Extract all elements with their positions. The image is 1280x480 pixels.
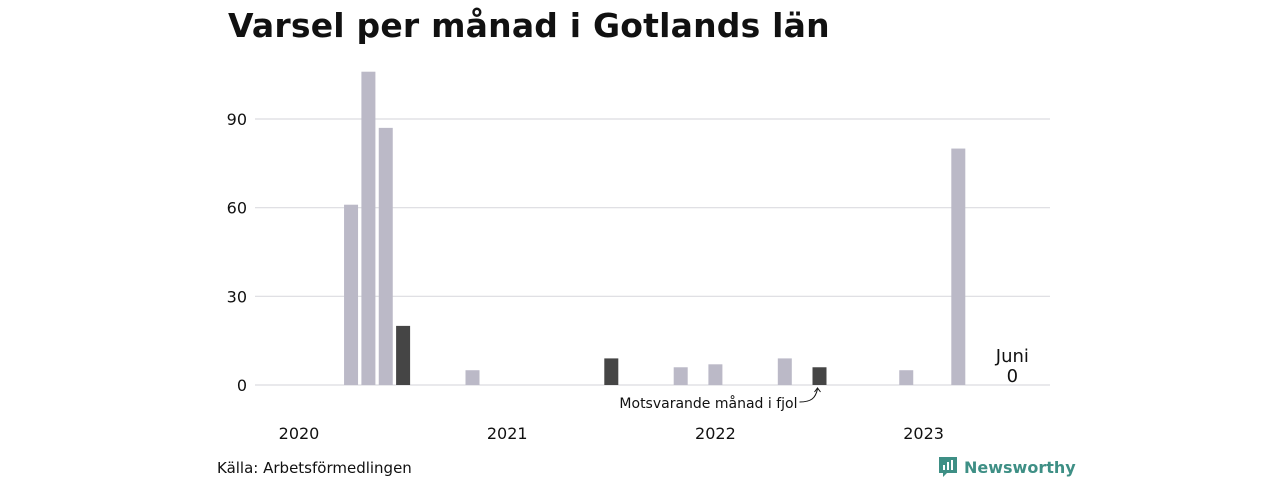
x-tick-label: 2021	[487, 424, 528, 443]
bar	[361, 71, 376, 385]
chart-title: Varsel per månad i Gotlands län	[228, 6, 830, 45]
highlighted-bar	[812, 367, 827, 385]
comparison-label: Motsvarande månad i fjol	[619, 395, 797, 412]
highlighted-bar	[604, 358, 619, 385]
bar	[465, 370, 480, 385]
comparison-arrowhead	[814, 387, 821, 393]
source-label: Källa: Arbetsförmedlingen	[217, 459, 412, 477]
y-tick-label: 30	[227, 287, 247, 306]
y-axis-ticks: 0 30 60 90	[227, 110, 247, 395]
brand-logo[interactable]: Newsworthy	[938, 456, 1076, 478]
y-tick-label: 90	[227, 110, 247, 129]
x-tick-label: 2022	[695, 424, 736, 443]
highlighted-bar	[396, 325, 411, 385]
x-tick-label: 2020	[279, 424, 320, 443]
current-month-value: 0	[1007, 366, 1018, 387]
brand-name: Newsworthy	[964, 457, 1076, 477]
newsworthy-logo-icon	[939, 457, 957, 477]
bar	[708, 364, 723, 385]
bar	[344, 204, 359, 385]
x-tick-label: 2023	[903, 424, 944, 443]
current-month-label: Juni	[995, 346, 1029, 367]
bar	[951, 148, 966, 385]
bar	[777, 358, 792, 385]
comparison-arrow	[799, 388, 818, 403]
y-tick-label: 0	[237, 376, 247, 395]
bars	[344, 71, 966, 385]
bar	[673, 367, 688, 385]
x-axis-year-labels: 2020 2021 2022 2023	[279, 424, 944, 443]
bar	[378, 127, 393, 385]
y-tick-label: 60	[227, 199, 247, 218]
bar	[899, 370, 914, 385]
